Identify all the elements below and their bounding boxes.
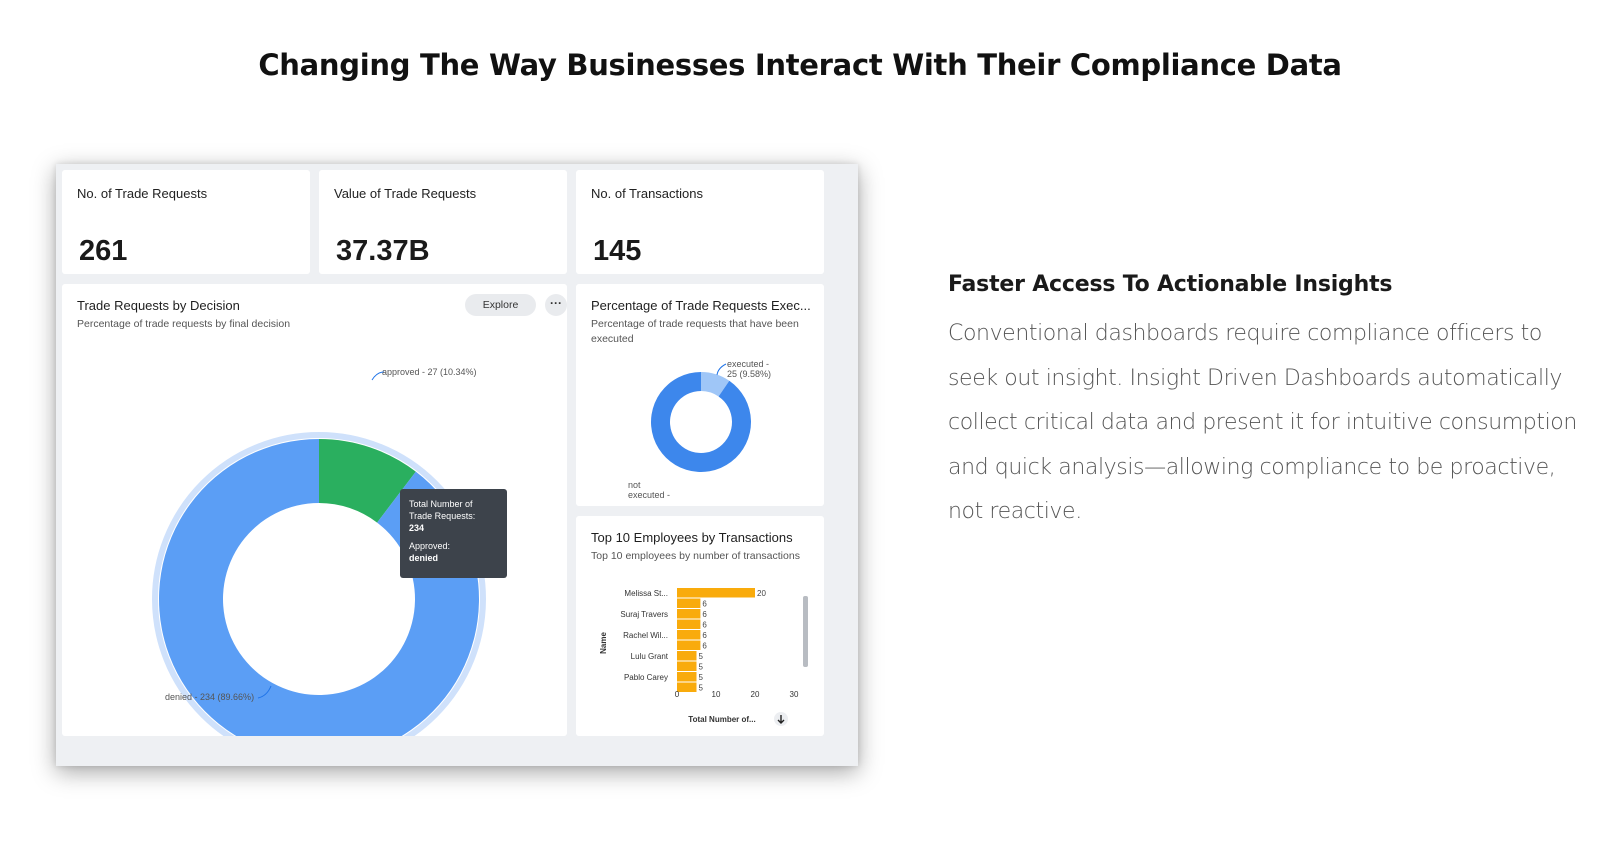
kpi-card-transactions[interactable]: No. of Transactions 145 <box>576 170 824 274</box>
donut-slice-denied[interactable] <box>159 439 479 736</box>
card-title: Trade Requests by Decision <box>77 298 240 313</box>
card-title: Top 10 Employees by Transactions <box>591 530 793 545</box>
donut-slice-executed[interactable] <box>701 372 730 397</box>
slice-label-not-executed: not <box>628 480 641 490</box>
slice-label-executed: executed - <box>727 359 769 369</box>
bar[interactable] <box>677 609 701 619</box>
donut-slice-approved[interactable] <box>319 439 416 523</box>
chart-scrollbar[interactable] <box>803 596 808 667</box>
donut-slice-not-executed[interactable] <box>651 372 751 472</box>
bar[interactable] <box>677 682 697 693</box>
bar[interactable] <box>677 588 755 598</box>
section-body: Conventional dashboards require complian… <box>948 321 1577 524</box>
kpi-value: 37.37B <box>336 235 430 267</box>
card-title: Percentage of Trade Requests Exec... <box>591 298 811 313</box>
kpi-label: Value of Trade Requests <box>334 186 477 201</box>
executed-chart-card[interactable]: Percentage of Trade Requests Exec... Per… <box>576 284 824 506</box>
label-leader-line <box>371 371 385 381</box>
kpi-card-trade-requests[interactable]: No. of Trade Requests 261 <box>62 170 310 274</box>
x-tick-label: 0 <box>675 690 680 699</box>
arrow-down-icon <box>777 715 785 724</box>
decision-chart-card[interactable]: Trade Requests by Decision Percentage of… <box>62 284 567 736</box>
tooltip-value: denied <box>409 553 439 563</box>
kpi-card-trade-value[interactable]: Value of Trade Requests 37.37B <box>319 170 567 274</box>
card-subtitle: Percentage of trade requests by final de… <box>77 318 291 330</box>
bar-value-label: 5 <box>699 663 704 672</box>
kpi-value: 261 <box>79 235 128 267</box>
slice-label-executed-value: 25 (9.58%) <box>727 369 771 379</box>
page-headline: Changing The Way Businesses Interact Wit… <box>258 48 1342 82</box>
kpi-label: No. of Transactions <box>591 186 703 201</box>
donut-halo <box>152 432 486 736</box>
slice-label-denied: denied - 234 (89.66%) <box>165 692 254 702</box>
bar-value-label: 5 <box>699 673 704 682</box>
bar-category-label: Lulu Grant <box>631 652 669 661</box>
bar-category-label: Melissa St... <box>624 589 668 598</box>
bar-value-label: 6 <box>702 621 707 630</box>
section-title: Faster Access To Actionable Insights <box>948 272 1393 297</box>
explore-button[interactable]: Explore <box>465 294 536 316</box>
bar-value-label: 5 <box>699 652 704 661</box>
bar-value-label: 6 <box>702 600 707 609</box>
bar-value-label: 6 <box>702 610 707 619</box>
bar-value-label: 5 <box>699 684 704 693</box>
bar[interactable] <box>677 630 701 640</box>
bar[interactable] <box>677 672 697 682</box>
employees-chart-card[interactable]: Top 10 Employees by Transactions Top 10 … <box>576 516 824 736</box>
bar-category-label: Rachel Wil... <box>623 631 668 640</box>
slice-label-not-executed: executed - <box>628 490 670 500</box>
card-subtitle: Percentage of trade requests that have b… <box>591 318 799 345</box>
bar[interactable] <box>677 640 701 651</box>
card-subtitle: Top 10 employees by number of transactio… <box>591 550 800 562</box>
x-tick-label: 20 <box>751 690 760 699</box>
bar-category-label: Pablo Carey <box>624 673 668 682</box>
bar[interactable] <box>677 661 697 672</box>
bar[interactable] <box>677 598 701 609</box>
kpi-value: 145 <box>593 235 642 267</box>
x-axis-label: Total Number of... <box>688 715 755 724</box>
bar-value-label: 6 <box>702 631 707 640</box>
tooltip-line: Trade Requests: <box>409 511 476 521</box>
slice-label-approved: approved - 27 (10.34%) <box>382 367 477 377</box>
tooltip-line: Total Number of <box>409 499 473 509</box>
bar-value-label: 20 <box>757 589 766 598</box>
tooltip-value: 234 <box>409 523 425 533</box>
tooltip-line: Approved: <box>409 541 451 551</box>
label-leader-line <box>257 685 272 699</box>
kpi-label: No. of Trade Requests <box>77 186 208 201</box>
x-tick-label: 10 <box>712 690 721 699</box>
bar[interactable] <box>677 619 701 630</box>
bar-value-label: 6 <box>702 642 707 651</box>
bar-category-label: Suraj Travers <box>620 610 668 619</box>
bar[interactable] <box>677 651 697 661</box>
dashboard-screenshot: No. of Trade Requests 261 Value of Trade… <box>56 164 858 766</box>
x-tick-label: 30 <box>790 690 799 699</box>
y-axis-label: Name <box>599 632 608 654</box>
chart-tooltip: Total Number of Trade Requests: 234 Appr… <box>400 489 507 578</box>
label-leader-line <box>716 363 727 376</box>
decision-donut-chart: approved - 27 (10.34%) denied - 234 (89.6… <box>152 367 486 736</box>
more-options-icon[interactable]: ··· <box>545 294 567 316</box>
